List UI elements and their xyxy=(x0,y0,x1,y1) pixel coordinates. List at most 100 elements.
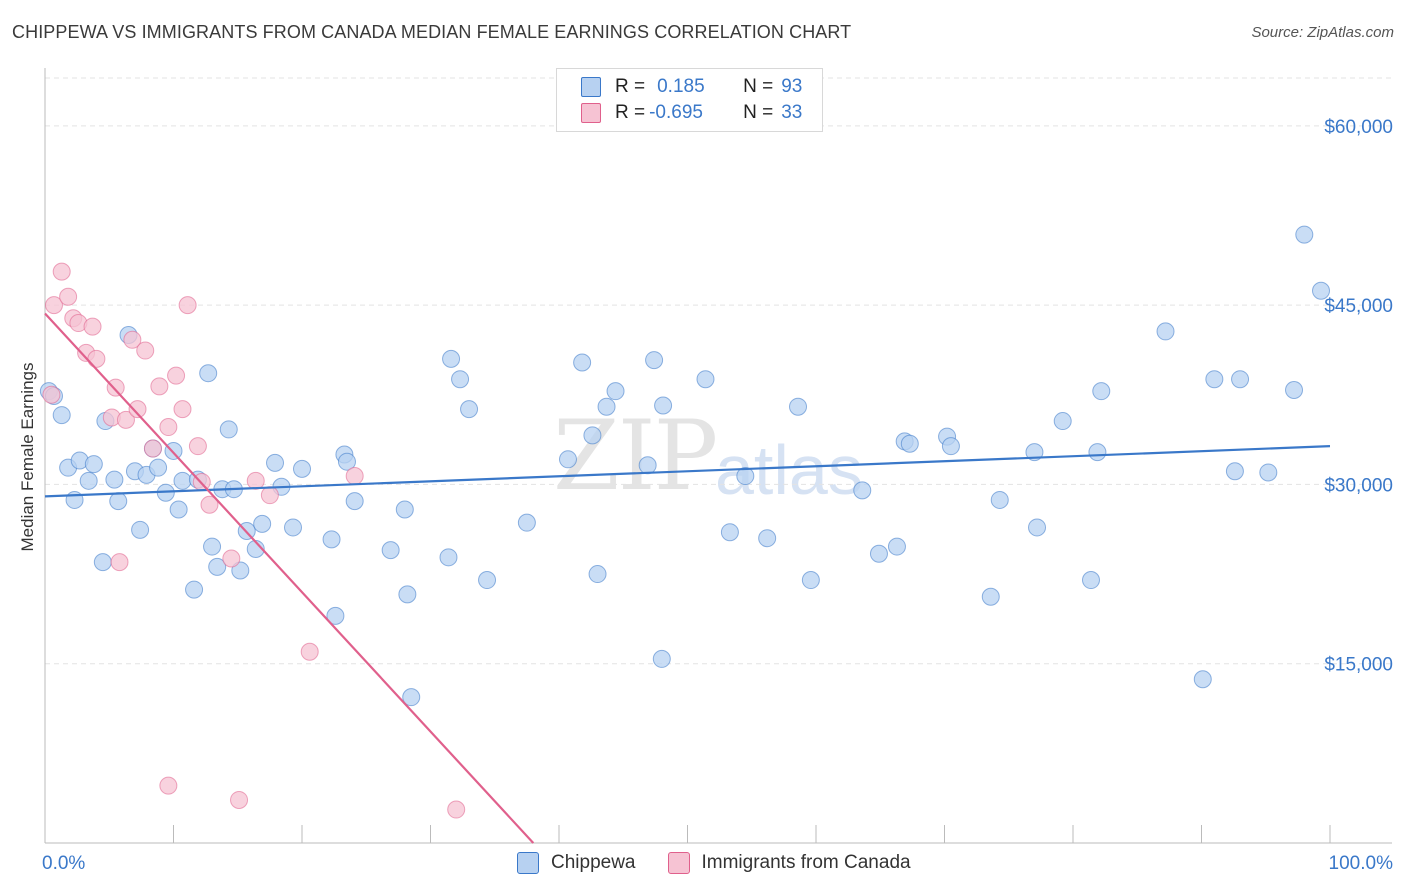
x-tick-label: 100.0% xyxy=(1329,853,1394,874)
chippewa-point xyxy=(460,400,479,419)
canada-point xyxy=(52,262,71,281)
legend-swatch-canada xyxy=(581,103,601,123)
chippewa-point xyxy=(293,459,311,478)
canada-point xyxy=(260,486,279,505)
chippewa-point xyxy=(1295,225,1314,244)
chippewa-swatch xyxy=(517,852,539,874)
legend-n-label: N = xyxy=(743,76,774,97)
y-tick-label: $45,000 xyxy=(1324,296,1393,317)
canada-point xyxy=(159,776,178,795)
canada-point xyxy=(447,800,466,819)
canada-point xyxy=(87,349,106,368)
canada-point xyxy=(143,439,162,458)
chippewa-trend-line xyxy=(44,445,1331,498)
chippewa-point xyxy=(990,490,1009,509)
chippewa-point xyxy=(1088,443,1107,462)
canada-point xyxy=(128,400,147,419)
chippewa-point xyxy=(52,406,71,425)
chippewa-point xyxy=(266,453,285,472)
y-tick-label: $15,000 xyxy=(1324,655,1393,676)
canada-point xyxy=(59,287,78,306)
chippewa-point xyxy=(981,587,1000,606)
canada-point xyxy=(83,317,102,336)
chippewa-point xyxy=(1193,670,1212,689)
chippewa-point xyxy=(588,565,607,584)
chippewa-point xyxy=(517,513,536,532)
legend-r-label: R = xyxy=(615,102,646,123)
chippewa-point xyxy=(573,353,592,372)
canada-point xyxy=(178,296,197,315)
chippewa-point xyxy=(199,364,218,383)
chippewa-point xyxy=(478,571,497,590)
chippewa-point xyxy=(395,500,414,519)
chippewa-point xyxy=(900,434,919,453)
chippewa-point xyxy=(231,561,250,580)
chippewa-point xyxy=(93,553,112,572)
chippewa-point xyxy=(941,437,960,456)
canada-point xyxy=(167,366,186,385)
canada-point xyxy=(188,437,207,456)
chippewa-point xyxy=(583,426,602,445)
chippewa-point xyxy=(654,396,673,415)
chippewa-point xyxy=(696,370,715,389)
chippewa-point xyxy=(720,523,739,542)
chippewa-point xyxy=(1205,370,1224,389)
canada-point xyxy=(136,341,155,360)
chippewa-point xyxy=(789,397,808,416)
chippewa-point xyxy=(109,492,128,511)
chippewa-point xyxy=(558,450,577,469)
canada-swatch xyxy=(667,852,690,874)
x-tick-label: 0.0% xyxy=(42,853,85,874)
legend-n-label: N = xyxy=(743,102,774,123)
watermark-zip: ZIP xyxy=(553,400,718,512)
chippewa-point xyxy=(219,420,238,439)
legend-r-label: R = xyxy=(615,76,646,97)
chippewa-point xyxy=(758,529,777,548)
canada-label: Immigrants from Canada xyxy=(701,852,911,873)
chippewa-point xyxy=(652,649,671,668)
series-legend-chippewa[interactable]: Chippewa xyxy=(517,852,636,874)
chippewa-point xyxy=(1028,518,1047,537)
chippewa-point xyxy=(1312,281,1331,300)
chippewa-point xyxy=(439,548,458,567)
chippewa-point xyxy=(1081,571,1100,590)
chippewa-point xyxy=(337,452,356,471)
chippewa-point xyxy=(284,518,303,537)
chippewa-point xyxy=(853,481,872,500)
legend-n-value: 33 xyxy=(781,102,803,123)
canada-point xyxy=(42,385,61,404)
canada-point xyxy=(116,410,135,429)
legend-swatch-chippewa xyxy=(581,77,601,97)
correlation-legend: R = 0.185 N = 93 R = -0.695 N = 33 xyxy=(556,68,823,132)
chippewa-point xyxy=(1025,443,1044,462)
canada-trend-line xyxy=(44,312,535,844)
canada-point xyxy=(230,790,249,809)
canada-point xyxy=(246,471,265,490)
chippewa-point xyxy=(1092,382,1111,401)
chippewa-point xyxy=(326,606,345,625)
chippewa-point xyxy=(451,370,470,389)
chippewa-point xyxy=(1285,380,1304,399)
chart-title: CHIPPEWA VS IMMIGRANTS FROM CANADA MEDIA… xyxy=(12,22,852,42)
series-legend-canada[interactable]: Immigrants from Canada xyxy=(667,852,911,874)
chippewa-point xyxy=(322,530,341,549)
canada-point xyxy=(173,400,192,419)
chippewa-point xyxy=(606,382,625,401)
chippewa-point xyxy=(1225,462,1244,481)
chippewa-point xyxy=(381,541,400,560)
canada-point xyxy=(345,467,364,486)
legend-row-canada: R = -0.695 N = 33 xyxy=(581,101,802,125)
chippewa-point xyxy=(149,458,168,477)
chippewa-point xyxy=(638,456,657,475)
canada-point xyxy=(123,330,142,349)
chippewa-point xyxy=(597,397,616,416)
canada-point xyxy=(222,549,241,568)
chippewa-point xyxy=(887,537,906,556)
legend-r-value: -0.695 xyxy=(649,102,703,123)
canada-point xyxy=(106,378,125,397)
chippewa-point xyxy=(203,537,222,556)
legend-r-value: 0.185 xyxy=(657,76,705,97)
chippewa-point xyxy=(1259,463,1278,482)
canada-point xyxy=(159,418,178,437)
